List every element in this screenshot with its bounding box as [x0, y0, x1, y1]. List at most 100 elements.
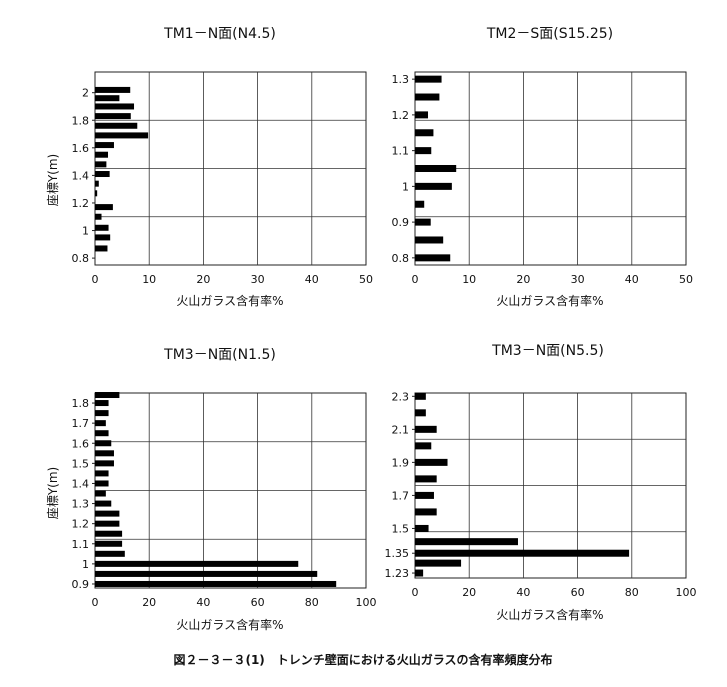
y-tick-label: 1.2 [392, 109, 410, 122]
x-tick-label: 0 [412, 273, 419, 286]
y-tick-label: 1 [82, 225, 89, 238]
bar [415, 458, 448, 466]
y-tick-label: 1.1 [72, 538, 90, 551]
x-tick-label: 100 [676, 586, 697, 599]
y-tick-label: 1.6 [72, 142, 90, 155]
y-tick-label: 0.8 [392, 252, 410, 265]
bar [95, 500, 112, 507]
y-tick-label: 1.2 [72, 197, 90, 210]
bar [415, 569, 424, 577]
y-axis-label: 座標Y(m) [45, 154, 60, 206]
bar [95, 132, 149, 139]
y-tick-label: 1.23 [385, 567, 410, 580]
y-tick-label: 1.8 [72, 114, 90, 127]
bar [95, 540, 123, 547]
bar [95, 213, 102, 220]
bar [95, 460, 114, 467]
x-tick-label: 40 [625, 273, 639, 286]
bar [95, 161, 107, 168]
y-axis-label: 座標Y(m) [45, 467, 60, 519]
y-tick-label: 0.9 [392, 216, 410, 229]
x-tick-label: 10 [462, 273, 476, 286]
chart-title: TM3－N面(N1.5) [163, 347, 276, 363]
y-tick-label: 1.3 [72, 498, 90, 511]
x-tick-label: 20 [516, 273, 530, 286]
bar [95, 224, 109, 231]
x-tick-label: 40 [516, 586, 530, 599]
bar [95, 470, 109, 477]
bar [415, 549, 630, 557]
bar [95, 392, 120, 399]
bar [415, 147, 432, 155]
bar [415, 111, 429, 119]
bar [415, 475, 437, 483]
bar [95, 190, 98, 197]
y-tick-label: 1 [402, 180, 409, 193]
x-axis-label: 火山ガラス含有率% [496, 607, 603, 622]
x-tick-label: 30 [251, 273, 265, 286]
bar [95, 113, 131, 120]
bar [415, 425, 437, 433]
bar [415, 200, 425, 208]
bar [95, 234, 111, 241]
x-tick-label: 80 [625, 586, 639, 599]
y-tick-label: 1.7 [392, 489, 410, 502]
bar [415, 165, 457, 172]
y-tick-label: 1.6 [72, 437, 90, 450]
x-tick-label: 0 [92, 596, 99, 609]
x-tick-label: 50 [359, 273, 373, 286]
x-tick-label: 20 [196, 273, 210, 286]
bar [95, 245, 108, 252]
bar [415, 409, 426, 417]
bar [95, 122, 138, 129]
chart-panel-tm1-n: TM1－N面(N4.5) 座標Y(m) 火山ガラス含有率% 0 10 20 30 40 5… [45, 26, 373, 308]
bar [415, 93, 440, 101]
x-axis-label: 火山ガラス含有率% [176, 617, 283, 632]
y-tick-label: 0.8 [72, 252, 90, 265]
bar [95, 204, 113, 211]
figure-caption: 図２－３－３(1) トレンチ壁面における火山ガラスの含有率頻度分布 [173, 652, 552, 667]
bar [95, 490, 106, 497]
bar [95, 171, 110, 178]
x-tick-label: 10 [142, 273, 156, 286]
x-tick-label: 60 [571, 586, 585, 599]
bar [95, 520, 120, 527]
bar [95, 480, 109, 487]
bar [415, 392, 426, 400]
bar [415, 491, 434, 499]
chart-title: TM1－N面(N4.5) [163, 26, 276, 42]
bar [415, 182, 452, 190]
y-tick-label: 1.4 [72, 477, 90, 490]
x-tick-label: 80 [305, 596, 319, 609]
bar [95, 103, 135, 110]
y-tick-label: 2.3 [392, 390, 410, 403]
bar [415, 218, 431, 226]
bar [95, 560, 299, 567]
bar [415, 442, 432, 450]
y-tick-label: 2 [82, 87, 89, 100]
y-tick-label: 1.3 [392, 73, 410, 86]
bar [415, 75, 442, 83]
x-tick-label: 60 [251, 596, 265, 609]
bar [95, 570, 318, 577]
x-axis-label: 火山ガラス含有率% [176, 293, 283, 308]
chart-panel-tm2-s: TM2－S面(S15.25) 火山ガラス含有率% 0 10 20 30 40 50 0.8 0… [392, 26, 694, 308]
x-tick-label: 0 [92, 273, 99, 286]
chart-panel-tm3-n15: TM3－N面(N1.5) 座標Y(m) 火山ガラス含有率% 0 20 40 60 80 1… [45, 347, 377, 632]
bar [95, 410, 109, 417]
bar [415, 254, 451, 262]
bar [95, 440, 112, 447]
y-tick-label: 0.9 [72, 578, 90, 591]
y-tick-label: 1.2 [72, 518, 90, 531]
x-tick-label: 0 [412, 586, 419, 599]
x-tick-label: 40 [305, 273, 319, 286]
y-tick-label: 2.1 [392, 423, 410, 436]
bar [415, 129, 434, 137]
x-axis-label: 火山ガラス含有率% [496, 293, 603, 308]
bar [95, 95, 120, 102]
y-tick-label: 1.7 [72, 417, 90, 430]
x-tick-label: 50 [679, 273, 693, 286]
bar [95, 450, 114, 457]
bar [95, 510, 120, 517]
x-tick-label: 40 [196, 596, 210, 609]
